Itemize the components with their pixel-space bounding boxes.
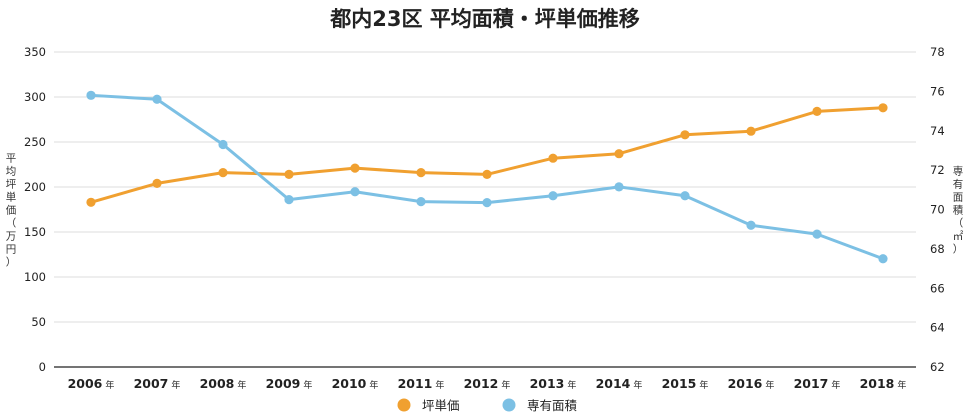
left-tick-label: 0 [39,360,46,374]
left-tick-label: 100 [24,270,46,284]
x-tick-label: 2016 年 [728,376,775,391]
right-tick-label: 76 [930,84,945,98]
data-point-area [284,195,294,205]
x-axis: 2006 年 2007 年 2008 年 2009 年 2010 年 2011 年 2012 年 2013 年… [68,376,907,391]
data-point-area [614,182,624,192]
legend-marker-price [397,398,411,412]
x-tick-label: 2012 年 [464,376,511,391]
series-layer [86,90,888,264]
right-tick-label: 72 [930,163,945,177]
data-point-price [746,126,756,136]
left-tick-label: 250 [24,135,46,149]
x-tick-label: 2008 年 [200,376,247,391]
data-point-area [812,229,822,239]
x-tick-label: 2014 年 [596,376,643,391]
x-tick-label: 2007 年 [134,376,181,391]
right-axis-label: 専有面積（㎡） [953,166,964,256]
data-point-area [350,187,360,197]
data-point-price [152,178,162,188]
legend-label-price: 坪単価 [422,398,460,413]
left-axis-label: 平均坪単価（万円） [6,153,17,269]
right-tick-label: 68 [930,242,945,256]
left-tick-label: 150 [24,225,46,239]
data-point-price [482,169,492,179]
left-tick-label: 200 [24,180,46,194]
data-point-area [86,90,96,100]
data-point-area [680,191,690,201]
x-tick-label: 2018 年 [860,376,907,391]
left-tick-label: 300 [24,90,46,104]
right-y-axis: 62 64 66 68 70 72 74 76 78 [930,45,945,374]
right-tick-label: 64 [930,321,945,335]
x-tick-label: 2015 年 [662,376,709,391]
right-tick-label: 70 [930,203,945,217]
data-point-price [812,106,822,116]
right-tick-label: 78 [930,45,945,59]
legend-marker-area [502,398,516,412]
x-tick-label: 2017 年 [794,376,841,391]
grid-lines [54,51,916,368]
data-point-price [416,168,426,178]
x-tick-label: 2011 年 [398,376,445,391]
right-tick-label: 66 [930,281,945,295]
data-point-price [878,103,888,113]
x-tick-label: 2013 年 [530,376,577,391]
data-point-area [152,94,162,104]
series-line-price [89,106,885,204]
data-point-area [878,254,888,264]
left-y-axis: 0 50 100 150 200 250 300 350 [24,45,46,374]
left-tick-label: 50 [31,315,46,329]
left-tick-label: 350 [24,45,46,59]
data-point-price [86,197,96,207]
x-tick-label: 2009 年 [266,376,313,391]
legend: 坪単価 専有面積 [397,398,578,413]
data-point-price [284,169,294,179]
data-point-area [548,191,558,201]
data-point-price [350,163,360,173]
data-point-price [680,130,690,140]
chart-title: 都内23区 平均面積・坪単価推移 [329,7,640,31]
data-point-area [482,198,492,208]
data-point-price [218,168,228,178]
right-tick-label: 62 [930,360,945,374]
data-point-price [548,153,558,163]
data-point-area [746,220,756,230]
data-point-area [416,197,426,207]
data-point-area [218,139,228,150]
data-point-price [614,149,624,159]
x-tick-label: 2010 年 [332,376,379,391]
right-tick-label: 74 [930,124,945,138]
x-tick-label: 2006 年 [68,376,115,391]
legend-label-area: 専有面積 [527,398,578,413]
